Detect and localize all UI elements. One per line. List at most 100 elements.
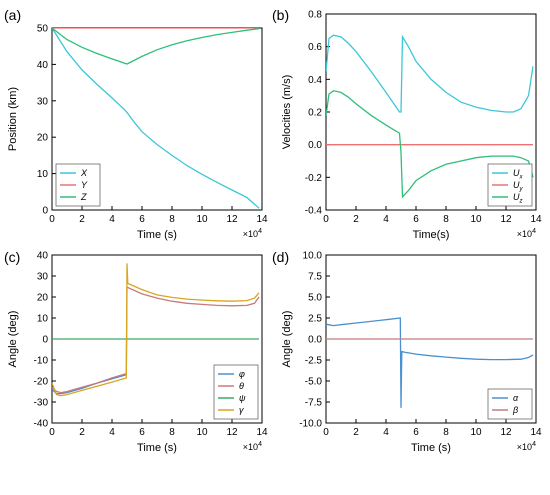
legend-box bbox=[487, 388, 533, 420]
series-line-3 bbox=[52, 28, 260, 65]
y-tick-label: 40 bbox=[37, 251, 49, 262]
legend-label: θ bbox=[239, 381, 244, 391]
y-tick-label: 0.0 bbox=[308, 140, 322, 151]
x-tick-label: 6 bbox=[413, 427, 419, 438]
x-tick-label: 2 bbox=[353, 214, 359, 225]
x-tick-label: 8 bbox=[443, 214, 449, 225]
y-tick-label: 20 bbox=[37, 293, 49, 304]
series-group bbox=[52, 28, 260, 209]
y-tick-label: 40 bbox=[37, 60, 49, 71]
x-tick-label: 10 bbox=[196, 214, 208, 225]
chart-panel-4: (d) 0 2 4 6 8 10 12 14 -10.0 -7.5 -5.0 -2.5 0.0 2.5 5.0… bbox=[272, 249, 542, 454]
x-tick-label: 6 bbox=[139, 214, 145, 225]
legend-label: γ bbox=[239, 405, 244, 415]
x-tick-label: 10 bbox=[470, 427, 482, 438]
y-tick-label: 0.8 bbox=[308, 10, 322, 21]
x-axis-label: Time (s) bbox=[137, 229, 177, 241]
y-tick-label: 2.5 bbox=[308, 314, 322, 325]
x-tick-label: 6 bbox=[413, 214, 419, 225]
x-multiplier-exponent: 4 bbox=[532, 441, 536, 448]
x-tick-label: 14 bbox=[530, 427, 542, 438]
legend-label: Uz bbox=[513, 192, 523, 205]
panel-label: (d) bbox=[272, 249, 289, 265]
y-tick-label: 0.4 bbox=[308, 75, 322, 86]
chart-panel-3: (c) 0 2 4 6 8 10 12 14 -40 -30 -20 -10 0 10 20 30 40 Time … bbox=[4, 249, 268, 454]
x-tick-label: 14 bbox=[256, 427, 268, 438]
y-tick-label: -0.2 bbox=[305, 173, 323, 184]
y-tick-label: 0.2 bbox=[308, 108, 322, 119]
panel-label: (c) bbox=[4, 249, 20, 265]
x-multiplier-exponent: 4 bbox=[258, 228, 262, 235]
x-tick-label: 2 bbox=[79, 427, 85, 438]
series-line-1 bbox=[326, 317, 534, 408]
legend-label: ψ bbox=[239, 393, 246, 403]
x-multiplier-exponent: 4 bbox=[532, 228, 536, 235]
series-line-1 bbox=[326, 34, 534, 113]
y-tick-label: -2.5 bbox=[305, 356, 323, 367]
legend-label-subscript: y bbox=[519, 187, 524, 193]
series-line-2 bbox=[52, 286, 260, 394]
y-axis-label: Velocities (m/s) bbox=[281, 75, 293, 150]
series-line-1 bbox=[52, 374, 127, 395]
series-line-4 bbox=[52, 263, 260, 397]
y-tick-label: 20 bbox=[37, 133, 49, 144]
x-tick-label: 4 bbox=[383, 427, 389, 438]
x-tick-label: 8 bbox=[169, 214, 175, 225]
series-group bbox=[326, 317, 534, 408]
y-tick-label: 30 bbox=[37, 96, 49, 107]
legend-label: φ bbox=[239, 369, 245, 379]
y-tick-label: -10.0 bbox=[299, 419, 322, 430]
y-tick-label: 50 bbox=[37, 24, 49, 35]
y-axis-label: Angle (deg) bbox=[281, 311, 293, 368]
y-axis-label: Position (km) bbox=[7, 87, 19, 151]
y-tick-label: 30 bbox=[37, 272, 49, 283]
y-tick-label: 0 bbox=[42, 335, 48, 346]
x-tick-label: 4 bbox=[109, 214, 115, 225]
y-tick-label: 10 bbox=[37, 314, 49, 325]
legend-label: Ux bbox=[513, 168, 524, 181]
panel-label: (b) bbox=[272, 7, 289, 23]
x-tick-label: 12 bbox=[226, 427, 238, 438]
x-tick-label: 4 bbox=[383, 214, 389, 225]
series-line-3 bbox=[326, 90, 534, 199]
x-tick-label: 6 bbox=[139, 427, 145, 438]
legend: αβ bbox=[487, 388, 533, 420]
x-multiplier: ×10 bbox=[517, 229, 532, 239]
x-tick-label: 10 bbox=[196, 427, 208, 438]
panel-label: (a) bbox=[4, 7, 21, 23]
x-tick-label: 8 bbox=[169, 427, 175, 438]
y-tick-label: -0.4 bbox=[305, 206, 323, 217]
legend-label-subscript: z bbox=[519, 199, 523, 205]
x-tick-label: 0 bbox=[49, 214, 55, 225]
y-tick-label: -5.0 bbox=[305, 377, 323, 388]
y-tick-label: 10.0 bbox=[303, 251, 323, 262]
x-tick-label: 10 bbox=[470, 214, 482, 225]
y-tick-label: 7.5 bbox=[308, 272, 322, 283]
x-tick-label: 2 bbox=[79, 214, 85, 225]
legend-label-subscript: x bbox=[519, 175, 524, 181]
legend-label: Y bbox=[81, 180, 88, 190]
x-tick-label: 0 bbox=[49, 427, 55, 438]
series-line-1 bbox=[52, 28, 260, 209]
x-tick-label: 14 bbox=[256, 214, 268, 225]
x-tick-label: 0 bbox=[323, 214, 329, 225]
series-group bbox=[52, 263, 260, 397]
y-axis-label: Angle (deg) bbox=[7, 311, 19, 368]
x-tick-label: 12 bbox=[500, 214, 512, 225]
x-tick-label: 0 bbox=[323, 427, 329, 438]
y-tick-label: 0 bbox=[42, 206, 48, 217]
legend-label: X bbox=[80, 168, 88, 178]
chart-panel-2: (b) 0 2 4 6 8 10 12 14 -0.4 -0.2 0.0 0.2 0.4 0.6 0.8 Tim… bbox=[272, 7, 542, 241]
x-multiplier: ×10 bbox=[243, 442, 258, 452]
y-tick-label: 0.0 bbox=[308, 335, 322, 346]
x-multiplier: ×10 bbox=[517, 442, 532, 452]
x-axis-label: Time (s) bbox=[411, 442, 451, 454]
legend-box bbox=[213, 364, 259, 420]
x-tick-label: 2 bbox=[353, 427, 359, 438]
y-tick-label: -20 bbox=[34, 377, 49, 388]
legend-label: Z bbox=[80, 192, 87, 202]
y-tick-label: -30 bbox=[34, 398, 49, 409]
y-tick-label: -10 bbox=[34, 356, 49, 367]
